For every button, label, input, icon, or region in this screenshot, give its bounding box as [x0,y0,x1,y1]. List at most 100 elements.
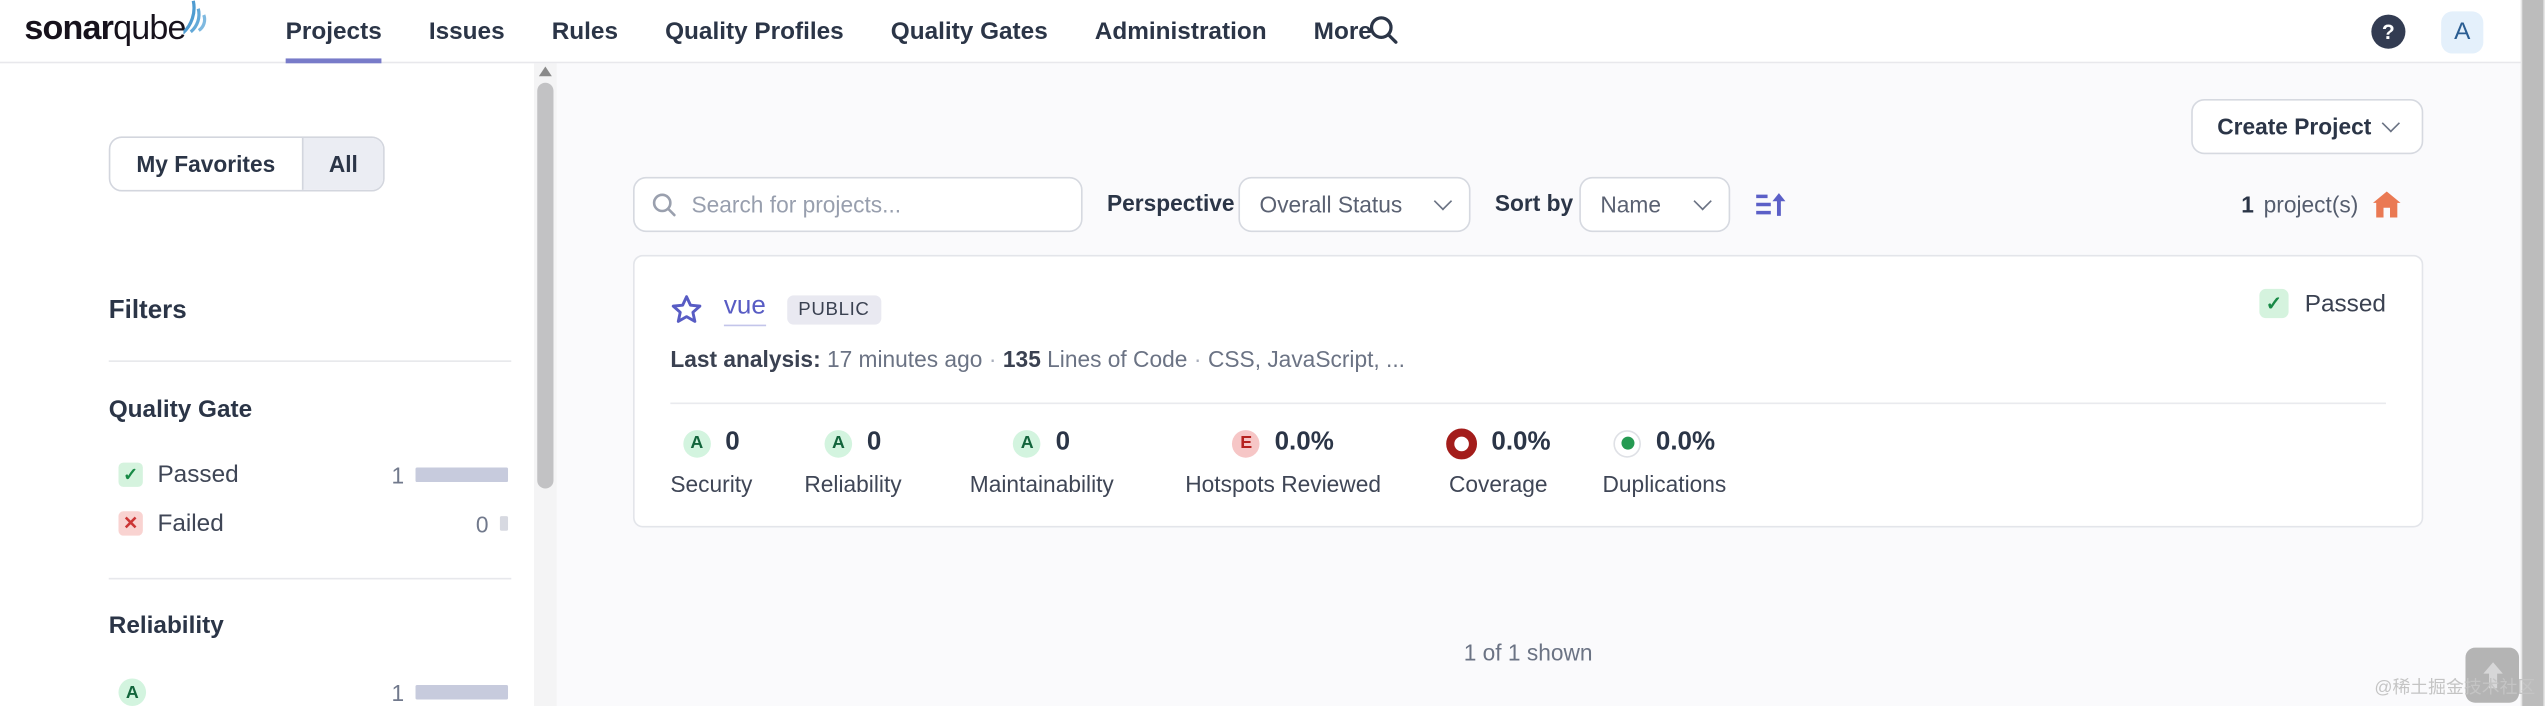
facet-row-rating-a[interactable]: A 1 [118,678,509,706]
create-project-button[interactable]: Create Project [2191,99,2424,155]
nav-item-quality-profiles[interactable]: Quality Profiles [665,17,844,46]
rating-a-badge: A [1013,429,1042,457]
analysis-label: Last analysis: [670,345,821,372]
tab-my-favorites[interactable]: My Favorites [136,150,276,177]
sort-by-label: Sort by [1494,189,1574,216]
nav-item-administration[interactable]: Administration [1094,17,1267,46]
metric-label: Hotspots Reviewed [1185,470,1382,497]
global-search-icon[interactable] [1368,15,1399,46]
metric-duplications[interactable]: 0.0% Duplications [1602,424,1727,497]
card-divider [670,402,2386,405]
dot-separator: · [988,345,997,372]
project-card-header: vue PUBLIC [670,292,881,327]
metric-value: 0.0% [1491,428,1551,457]
page-scrollbar-thumb[interactable] [2522,0,2544,706]
sidebar-scrollbar[interactable] [533,63,557,706]
logo-text-light: qube [113,9,186,48]
metric-value: 0 [725,428,740,457]
rating-a-badge: A [118,678,147,706]
quality-gate-facet-title: Quality Gate [108,396,253,424]
favorite-star-icon[interactable] [670,293,702,325]
chevron-down-icon [2381,114,2400,133]
reliability-facet-title: Reliability [108,611,224,640]
facet-count: 1 [391,679,405,706]
metric-hotspots[interactable]: E 0.0% Hotspots Reviewed [1185,424,1382,497]
house-icon [2372,191,2401,218]
favorites-toggle: My Favorites All [108,136,386,192]
sonarqube-logo[interactable]: sonarqube [24,9,186,49]
logo-text-bold: sonar [24,9,114,48]
metric-label: Coverage [1448,470,1548,497]
facet-count: 0 [475,510,489,537]
facet-bar [415,467,509,483]
chevron-down-icon [1433,192,1453,211]
project-search [633,176,1083,233]
coverage-ring-icon [1445,427,1477,459]
perspective-select[interactable]: Overall Status [1238,176,1471,233]
back-to-top-button[interactable] [2465,647,2520,703]
project-card-vue[interactable]: vue PUBLIC ✓ Passed Last analysis: 17 mi… [633,254,2424,528]
facet-count: 1 [391,461,405,488]
filters-heading: Filters [108,297,187,325]
nav-item-projects[interactable]: Projects [285,0,383,64]
search-input[interactable] [691,191,1065,218]
rating-a-badge: A [824,429,853,457]
facet-row-failed[interactable]: ✕ Failed 0 [118,510,509,537]
sort-value: Name [1600,191,1662,218]
dot-separator: · [1193,345,1202,372]
tab-all[interactable]: All [301,137,384,190]
metric-value: 0 [1055,428,1071,457]
visibility-badge: PUBLIC [786,294,881,324]
scrollbar-up-arrow-icon[interactable] [538,66,552,77]
main-navigation: Projects Issues Rules Quality Profiles Q… [285,0,1372,64]
rating-a-badge: A [683,429,711,457]
loc-label: Lines of Code [1047,345,1188,372]
passed-check-icon: ✓ [118,462,143,487]
metric-label: Duplications [1602,470,1727,497]
sort-direction-icon[interactable] [1755,188,1787,220]
metric-label: Security [670,470,753,497]
nav-item-quality-gates[interactable]: Quality Gates [890,17,1048,46]
failed-x-icon: ✕ [118,511,143,536]
sort-select[interactable]: Name [1579,176,1731,233]
nav-item-issues[interactable]: Issues [428,17,505,46]
metric-label: Reliability [804,470,902,497]
metric-label: Maintainability [969,470,1114,497]
results-shown-text: 1 of 1 shown [1463,639,1593,666]
nav-item-rules[interactable]: Rules [551,17,619,46]
perspective-label: Perspective [1106,189,1235,216]
metric-value: 0.0% [1655,428,1716,457]
sidebar-divider [108,577,512,580]
chevron-down-icon [1693,192,1712,211]
help-icon[interactable]: ? [2371,14,2406,49]
projects-count-suffix: project(s) [2263,191,2359,218]
facet-bar [415,684,509,700]
languages-list: CSS, JavaScript, ... [1207,345,1405,372]
passed-check-icon: ✓ [2259,288,2289,319]
metric-coverage[interactable]: 0.0% Coverage [1445,424,1551,497]
filters-sidebar: My Favorites All Filters Quality Gate ✓ … [0,63,534,706]
arrow-up-icon [2482,662,2503,689]
user-avatar[interactable]: A [2441,10,2484,53]
project-name-link[interactable]: vue [723,292,766,327]
nav-item-more[interactable]: More [1313,17,1372,46]
page-body: My Favorites All Filters Quality Gate ✓ … [0,63,2545,706]
page-scrollbar[interactable] [2520,0,2545,706]
rating-e-badge: E [1232,429,1261,457]
top-navbar: sonarqube Projects Issues Rules Quality … [0,0,2545,64]
last-analysis-line: Last analysis: 17 minutes ago · 135 Lines … [670,346,1405,372]
projects-count-number: 1 [2241,191,2254,218]
sidebar-divider [108,360,512,362]
sidebar-scrollbar-thumb[interactable] [537,82,554,489]
projects-count: 1 project(s) [2241,190,2402,219]
perspective-value: Overall Status [1259,191,1403,218]
duplication-inner-dot [1620,436,1634,450]
metric-value: 0.0% [1274,428,1334,457]
metric-value: 0 [866,428,882,457]
watermark-text: @稀土掘金技术社区 [2374,678,2536,698]
facet-row-passed[interactable]: ✓ Passed 1 [118,461,509,489]
